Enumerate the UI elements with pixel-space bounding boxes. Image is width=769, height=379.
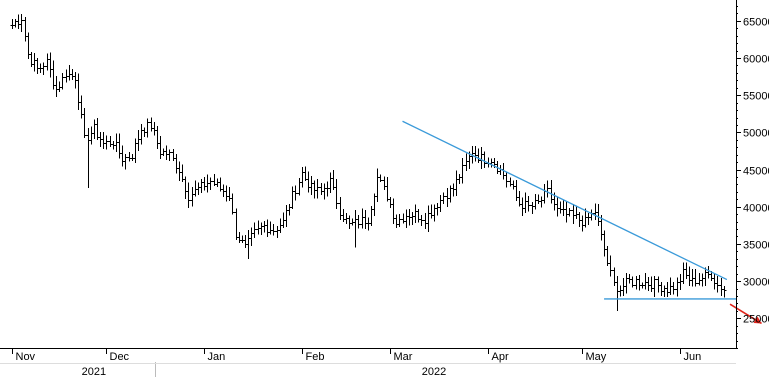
- x-tick-label-mar: Mar: [394, 351, 413, 363]
- y-tick-label-30000: 30000: [743, 277, 769, 289]
- year-label-2021: 2021: [82, 366, 106, 378]
- y-tick-label-40000: 40000: [743, 203, 769, 215]
- arrow-group: [729, 303, 762, 325]
- x-tick-label-apr: Apr: [492, 351, 509, 363]
- y-tick-label-60000: 60000: [743, 54, 769, 66]
- down-arrow-head: [753, 316, 762, 324]
- x-tick-label-feb: Feb: [306, 351, 325, 363]
- trendlines-group: [402, 120, 737, 300]
- x-axis: Nov Dec Jan Feb Mar Apr May Jun 2021 2022: [0, 348, 736, 378]
- y-tick-label-65000: 65000: [743, 17, 769, 29]
- x-tick-label-may: May: [586, 351, 607, 363]
- y-tick-label-35000: 35000: [743, 240, 769, 252]
- y-tick-label-55000: 55000: [743, 91, 769, 103]
- y-axis: 25000 30000 35000 40000 45000 50000 55000 60000…: [736, 0, 769, 349]
- y-tick-label-50000: 50000: [743, 128, 769, 140]
- x-tick-label-dec: Dec: [110, 351, 130, 363]
- y-tick-label-45000: 45000: [743, 166, 769, 178]
- x-tick-label-jun: Jun: [684, 351, 702, 363]
- y-tick-label-25000: 25000: [743, 314, 769, 326]
- year-label-2022: 2022: [422, 366, 446, 378]
- descending-resistance-line: [402, 120, 728, 281]
- x-tick-label-jan: Jan: [208, 351, 226, 363]
- price-bars-group: [10, 13, 727, 311]
- x-tick-label-nov: Nov: [16, 351, 36, 363]
